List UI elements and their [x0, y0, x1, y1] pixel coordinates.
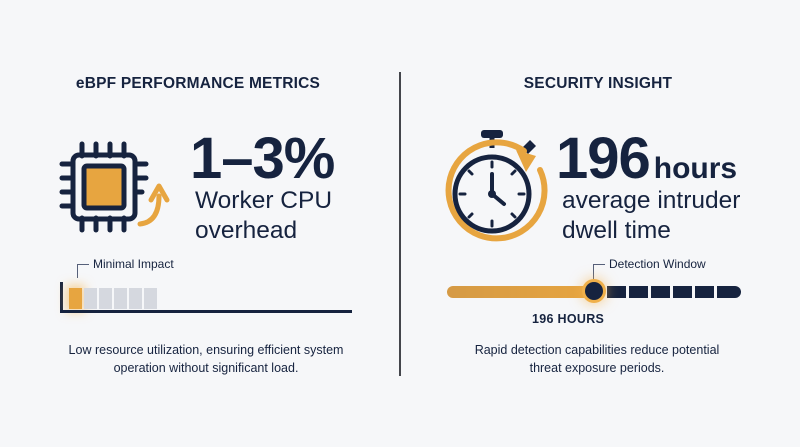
performance-caption-line-1: Low resource utilization, ensuring effic…	[68, 343, 344, 357]
cpu-chip-icon	[59, 141, 170, 233]
security-caption-line-1: Rapid detection capabilities reduce pote…	[474, 343, 720, 357]
meter-segment	[129, 288, 142, 309]
center-divider	[399, 72, 401, 376]
dwell-time-unit: hours	[653, 152, 738, 185]
timeline-segment	[651, 286, 670, 298]
timeline-segment	[717, 286, 741, 298]
impact-callout-tick	[77, 264, 78, 278]
meter-segment	[99, 288, 112, 309]
meter-segment-active	[69, 288, 82, 309]
timeline-marker	[585, 282, 603, 300]
security-caption-line-2: threat exposure periods.	[529, 361, 665, 375]
dwell-time-value: 196 hours	[556, 130, 737, 188]
dwell-time-line-1: average intruder	[562, 187, 741, 214]
cpu-overhead-line-1: Worker CPU	[195, 187, 333, 214]
performance-caption-line-2: operation without significant load.	[113, 361, 299, 375]
upward-arrow-icon	[137, 183, 170, 227]
stopwatch-icon	[445, 130, 548, 242]
cpu-overhead-line-2: overhead	[195, 217, 298, 244]
timeline-value-label: 196 HOURS	[532, 312, 605, 326]
timeline-elapsed	[447, 286, 597, 298]
detection-callout-label: Detection Window	[609, 257, 706, 271]
meter-axis-horizontal	[60, 310, 352, 313]
cpu-overhead-description: Worker CPU overhead	[195, 186, 332, 246]
timeline-segment	[695, 286, 714, 298]
meter-segment	[84, 288, 97, 309]
dwell-time-description: average intruder dwell time	[562, 186, 740, 246]
performance-caption: Low resource utilization, ensuring effic…	[6, 341, 406, 377]
impact-callout-line	[77, 264, 89, 265]
timeline-segment	[629, 286, 648, 298]
security-panel: SECURITY INSIGHT 196 hours average intrud…	[400, 0, 800, 447]
cpu-overhead-value: 1–3%	[190, 126, 335, 191]
dwell-time-number: 196	[556, 126, 651, 191]
meter-segment	[114, 288, 127, 309]
security-caption: Rapid detection capabilities reduce pote…	[397, 341, 797, 377]
detection-timeline	[447, 282, 741, 300]
timeline-segment	[607, 286, 626, 298]
cpu-impact-meter	[60, 282, 355, 314]
performance-title: eBPF PERFORMANCE METRICS	[75, 75, 321, 92]
security-title: SECURITY INSIGHT	[523, 75, 673, 92]
dwell-time-line-2: dwell time	[562, 217, 671, 244]
detection-callout-line	[593, 264, 605, 265]
meter-segment	[144, 288, 157, 309]
meter-axis-vertical	[60, 282, 63, 312]
timeline-segment	[673, 286, 692, 298]
impact-callout-label: Minimal Impact	[93, 257, 174, 271]
performance-panel: eBPF PERFORMANCE METRICS 1–3% Worker CPU…	[59, 75, 355, 375]
detection-callout-tick	[593, 264, 594, 282]
